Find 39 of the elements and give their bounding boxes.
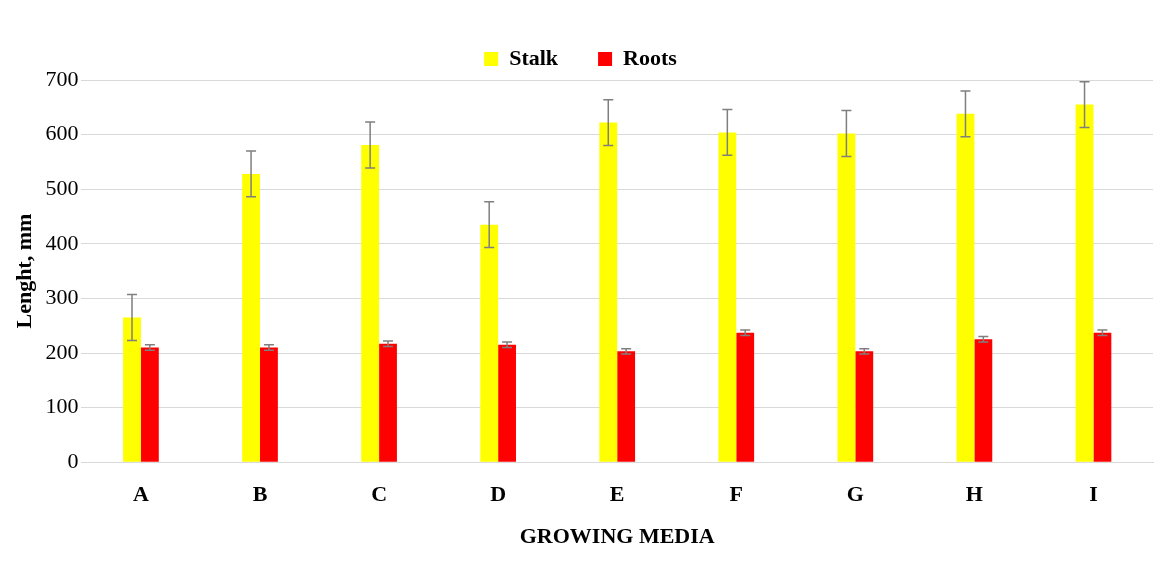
- bar: [718, 132, 737, 462]
- y-tick-label: 400: [45, 229, 79, 255]
- x-tick-label: D: [490, 481, 507, 507]
- y-tick-label: 500: [45, 174, 79, 200]
- x-tick-label: I: [1089, 481, 1098, 507]
- x-tick-label: A: [132, 481, 149, 507]
- y-tick-label: 100: [45, 393, 79, 419]
- bar: [617, 351, 636, 462]
- y-tick-label: 700: [45, 65, 79, 91]
- x-tick-label: B: [252, 481, 268, 507]
- x-tick-label: F: [729, 481, 743, 507]
- y-tick-label: 200: [45, 338, 79, 364]
- y-axis-title: Lenght, mm: [10, 213, 36, 329]
- bar: [837, 133, 856, 462]
- x-tick-label: H: [965, 481, 983, 507]
- bar: [736, 332, 755, 462]
- bar: [242, 173, 260, 462]
- y-tick-label: 0: [67, 447, 79, 473]
- y-tick-label: 300: [45, 284, 79, 310]
- bar: [480, 224, 499, 462]
- y-tick-label: 600: [45, 120, 79, 146]
- bar: [123, 317, 141, 462]
- bar: [1075, 104, 1094, 462]
- bar: [498, 344, 516, 462]
- bar: [974, 339, 993, 462]
- bar: [855, 351, 874, 462]
- legend-label: Roots: [623, 44, 678, 70]
- x-axis-title: GROWING MEDIA: [519, 523, 715, 549]
- bar: [379, 343, 397, 462]
- bar: [956, 113, 975, 462]
- bar: [361, 144, 380, 462]
- bar: [140, 347, 159, 462]
- legend-label: Stalk: [509, 44, 559, 70]
- bar: [1093, 332, 1112, 462]
- bar: [260, 347, 278, 462]
- x-tick-label: E: [609, 481, 625, 507]
- x-tick-label: G: [846, 481, 864, 507]
- bar: [599, 122, 618, 462]
- x-tick-label: C: [371, 481, 388, 507]
